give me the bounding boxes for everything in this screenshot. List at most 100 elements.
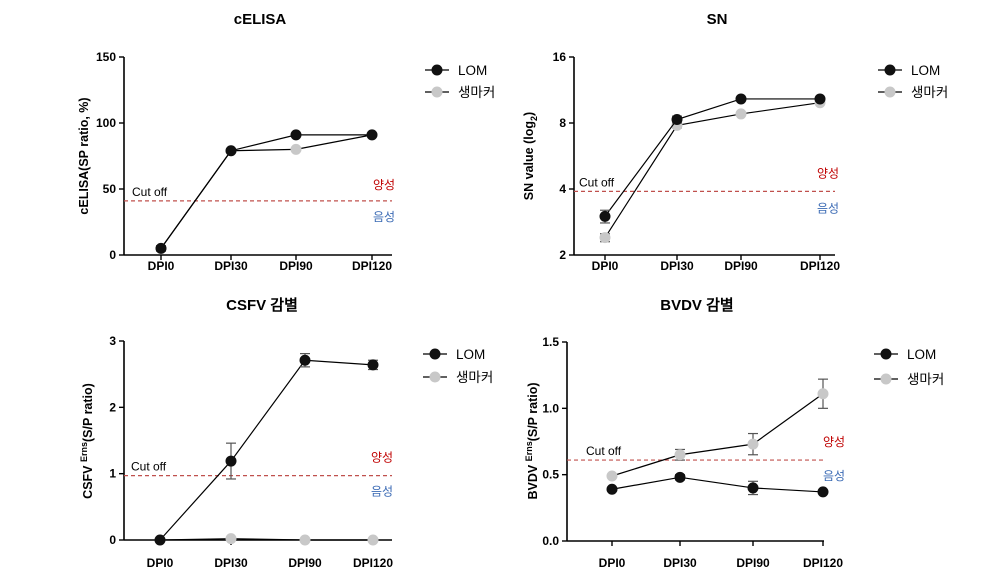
cutoff-label: Cut off [132, 185, 168, 199]
data-point-marker [674, 449, 686, 461]
series-line-marker [604, 102, 821, 238]
data-point-marker [817, 388, 829, 400]
y-axis-label-subscript: 2 [529, 116, 539, 121]
y-axis-label: BVDV Erns(S/P ratio) [524, 382, 540, 499]
y-axis-label-main: cELISA(SP ratio, %) [77, 97, 91, 214]
negative-label: 음성 [373, 210, 395, 224]
x-tick-label: DPI0 [148, 259, 175, 273]
x-tick-label: DPI0 [599, 556, 626, 570]
series-line-lom [611, 476, 824, 493]
legend-marker-lom [431, 64, 443, 76]
legend-marker-saengmarker [880, 373, 892, 385]
y-tick-label: 1.0 [542, 401, 559, 415]
data-point-lom [155, 242, 167, 254]
data-point-marker [290, 143, 302, 155]
data-point-lom [671, 113, 683, 125]
chart-bvdv: BVDV 감별 0.0 0.5 1.0 1.5 DPI0 DPI30 DPI90 DPI120 B… [524, 296, 944, 570]
y-tick-label: 1.5 [542, 335, 559, 349]
data-point-lom [599, 210, 611, 222]
x-tick-label: DPI120 [803, 556, 843, 570]
x-tick-label: DPI90 [288, 556, 322, 570]
legend-label: 생마커 [907, 372, 944, 387]
x-tick-label: DPI30 [660, 259, 694, 273]
series-line-marker [159, 538, 373, 541]
series-line-lom [604, 98, 820, 217]
data-point-marker [299, 534, 311, 546]
data-point-lom [225, 145, 237, 157]
y-tick-label: 50 [103, 182, 117, 196]
y-tick-label: 0.5 [542, 468, 559, 482]
x-tick-label: DPI90 [724, 259, 758, 273]
y-tick-label: 2 [559, 248, 566, 262]
legend-label: LOM [907, 347, 936, 362]
legend-marker-lom [429, 348, 441, 360]
y-axis-label: SN value (log2) [522, 112, 539, 200]
chart-csfv: CSFV 감별 0 1 2 3 DPI0 DPI30 DPI90 DPI120 CSFV Erns… [79, 296, 493, 570]
legend-label: 생마커 [456, 370, 493, 385]
positive-label: 양성 [371, 451, 393, 465]
legend-label: LOM [456, 347, 485, 362]
legend-label: LOM [911, 63, 940, 78]
data-point-marker [747, 438, 759, 450]
chart-title: cELISA [234, 11, 287, 28]
x-tick-label: DPI120 [800, 259, 840, 273]
x-tick-label: DPI0 [147, 556, 174, 570]
y-tick-label: 4 [559, 182, 566, 196]
legend-marker-saengmarker [429, 371, 441, 383]
series-line-lom [160, 134, 372, 249]
x-tick-label: DPI0 [592, 259, 619, 273]
y-tick-label: 16 [553, 50, 567, 64]
legend-marker-saengmarker [884, 86, 896, 98]
chart-celisa: cELISA 0 50 100 150 DPI0 DPI30 DPI90 DPI120 cELIS… [77, 11, 495, 273]
y-tick-label: 0 [109, 248, 116, 262]
chart-title: CSFV 감별 [226, 296, 298, 314]
data-point-lom [225, 455, 237, 467]
y-axis-label-superscript: Erns [79, 442, 89, 462]
legend-label: 생마커 [911, 85, 948, 100]
data-point-lom [817, 486, 829, 498]
y-axis-label-tail: ) [522, 112, 536, 116]
legend-marker-lom [880, 348, 892, 360]
series-line-marker [160, 134, 373, 249]
data-point-lom [367, 359, 379, 371]
legend-marker-saengmarker [431, 86, 443, 98]
chart-title: BVDV 감별 [660, 296, 733, 314]
y-axis-label-main: SN value (log [522, 121, 536, 200]
x-tick-label: DPI120 [353, 556, 393, 570]
y-tick-label: 8 [559, 116, 566, 130]
x-tick-label: DPI90 [736, 556, 770, 570]
y-axis-label-main: BVDV [526, 461, 540, 499]
series-line-marker [611, 393, 824, 477]
y-tick-label: 100 [96, 116, 116, 130]
y-axis-label-main: CSFV [81, 462, 95, 499]
data-point-lom [674, 471, 686, 483]
positive-label: 양성 [817, 166, 839, 180]
data-point-marker [735, 108, 747, 120]
data-point-lom [154, 534, 166, 546]
data-point-lom [366, 129, 378, 141]
data-point-lom [290, 129, 302, 141]
y-axis-label-tail: (S/P ratio) [81, 383, 95, 442]
negative-label: 음성 [817, 201, 839, 215]
x-tick-label: DPI30 [663, 556, 697, 570]
y-tick-label: 0.0 [542, 534, 559, 548]
data-point-marker [225, 533, 237, 545]
chart-title: SN [707, 11, 728, 28]
cutoff-label: Cut off [586, 444, 622, 458]
y-tick-label: 3 [109, 334, 116, 348]
data-point-marker [606, 470, 618, 482]
positive-label: 양성 [823, 435, 845, 449]
y-tick-label: 150 [96, 50, 116, 64]
negative-label: 음성 [823, 469, 845, 483]
negative-label: 음성 [371, 485, 393, 499]
y-tick-label: 2 [109, 400, 116, 414]
y-axis-label-superscript: Erns [524, 441, 534, 461]
x-tick-label: DPI30 [214, 556, 248, 570]
data-point-marker [367, 534, 379, 546]
data-point-lom [299, 354, 311, 366]
chart-sn: SN 2 4 8 16 DPI0 DPI30 DPI90 DPI120 SN value (log… [522, 11, 948, 273]
data-point-lom [606, 483, 618, 495]
data-point-lom [814, 93, 826, 105]
y-tick-label: 0 [109, 533, 116, 547]
